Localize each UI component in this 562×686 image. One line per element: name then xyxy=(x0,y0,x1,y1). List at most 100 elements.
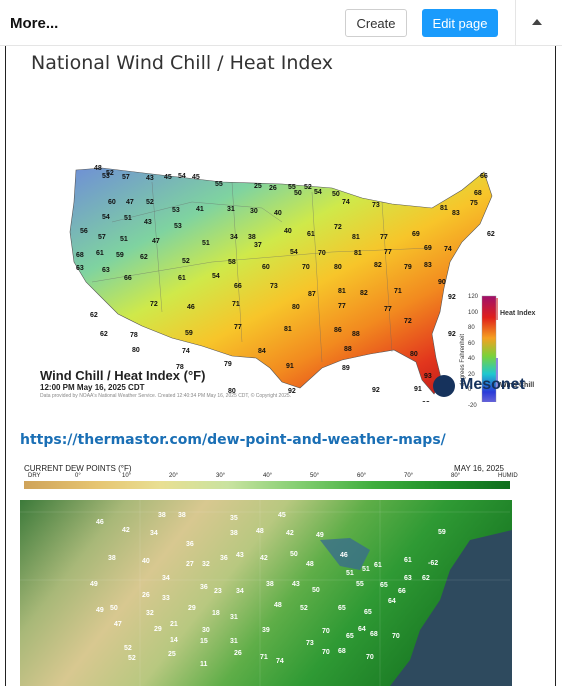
reading-label: 74 xyxy=(444,246,452,253)
reading-label: 61 xyxy=(96,250,104,257)
reading-label: 38 xyxy=(108,555,116,562)
create-button[interactable]: Create xyxy=(345,9,407,37)
reading-label: 55 xyxy=(215,181,223,188)
reading-label: 38 xyxy=(178,512,186,519)
reading-label: 70 xyxy=(302,264,310,271)
reading-label: 70 xyxy=(322,649,330,656)
reading-label: 63 xyxy=(102,267,110,274)
reading-label: 65 xyxy=(338,605,346,612)
reading-label: 78 xyxy=(130,332,138,339)
dew-tick: HUMID xyxy=(498,473,518,479)
reading-label: 52 xyxy=(300,605,308,612)
legend-tick: 0 xyxy=(468,387,472,393)
reading-label: 35 xyxy=(230,515,238,522)
reading-label: 49 xyxy=(96,607,104,614)
reading-label: 34 xyxy=(162,575,170,582)
reading-label: 23 xyxy=(214,588,222,595)
reading-label: 84 xyxy=(258,348,266,355)
reading-label: 66 xyxy=(124,275,132,282)
reading-label: 38 xyxy=(230,530,238,537)
legend-tick: -20 xyxy=(468,402,477,409)
dew-point-title: CURRENT DEW POINTS (°F) xyxy=(24,464,132,473)
dew-tick: 70° xyxy=(404,473,414,479)
legend-tick: 100 xyxy=(468,309,479,316)
reading-label: 75 xyxy=(470,200,478,207)
reading-label: 63 xyxy=(404,575,412,582)
reading-label: 31 xyxy=(230,614,238,621)
reading-label: 52 xyxy=(304,184,312,191)
dew-tick: 10° xyxy=(122,473,132,479)
reading-label: 92 xyxy=(372,387,380,394)
reading-label: 81 xyxy=(354,250,362,257)
reading-label: 77 xyxy=(384,306,392,313)
reading-label: 74 xyxy=(276,658,284,665)
reading-label: 72 xyxy=(150,301,158,308)
dew-tick: 20° xyxy=(169,473,179,479)
reading-label: 48 xyxy=(306,561,314,568)
reading-label: 62 xyxy=(100,331,108,338)
reading-label: 69 xyxy=(424,245,432,252)
reading-label: 34 xyxy=(150,530,158,537)
reading-label: 42 xyxy=(260,555,268,562)
reading-label: 63 xyxy=(76,265,84,272)
reading-label: 62 xyxy=(422,575,430,582)
reading-label: 25 xyxy=(254,183,262,190)
reading-label: 49 xyxy=(316,532,324,539)
reading-label: 61 xyxy=(178,275,186,282)
reading-label: 31 xyxy=(227,206,235,213)
dew-point-readings: 38 38 35 45 46 42 34 36 38 48 42 49 59 38 40 34 27 32 36 43… xyxy=(90,512,446,668)
reading-label: 26 xyxy=(142,592,150,599)
reading-label: 72 xyxy=(404,318,412,325)
reading-label: 15 xyxy=(200,638,208,645)
reading-label: 77 xyxy=(338,303,346,310)
reading-label: 56 xyxy=(80,228,88,235)
reading-label: -62 xyxy=(428,560,438,567)
reading-label: 55 xyxy=(356,581,364,588)
reading-label: 27 xyxy=(186,561,194,568)
edit-page-button[interactable]: Edit page xyxy=(422,9,498,37)
reading-label: 54 xyxy=(212,273,220,280)
thermastor-link[interactable]: https://thermastor.com/dew-point-and-wea… xyxy=(20,432,446,448)
reading-label: 77 xyxy=(234,324,242,331)
reading-label: 80 xyxy=(228,388,236,395)
reading-label: 30 xyxy=(250,208,258,215)
reading-label: 86 xyxy=(334,327,342,334)
reading-label: 90 xyxy=(438,279,446,286)
reading-label: 40 xyxy=(274,210,282,217)
legend-tick: 80 xyxy=(468,325,475,331)
reading-label: 68 xyxy=(338,648,346,655)
reading-label: 80 xyxy=(334,264,342,271)
reading-label: 54 xyxy=(102,214,110,221)
reading-label: 77 xyxy=(384,249,392,256)
reading-label: 66 xyxy=(234,283,242,290)
reading-label: 71 xyxy=(260,654,268,661)
reading-label: 62 xyxy=(487,231,495,238)
dew-tick: 30° xyxy=(216,473,226,479)
mesonet-logo-icon xyxy=(433,375,455,397)
reading-label: 64 xyxy=(358,626,366,633)
reading-label: 48 xyxy=(256,528,264,535)
reading-label: 65 xyxy=(380,582,388,589)
reading-label: 50 xyxy=(332,191,340,198)
reading-label: 81 xyxy=(284,326,292,333)
reading-label: 87 xyxy=(308,291,316,298)
reading-label: 31 xyxy=(230,638,238,645)
reading-label: 46 xyxy=(340,552,348,559)
collapse-caret-icon[interactable] xyxy=(532,19,542,25)
reading-label: 78 xyxy=(176,364,184,371)
reading-label: 61 xyxy=(374,562,382,569)
reading-label: 40 xyxy=(284,228,292,235)
mesonet-brand: Mesonet xyxy=(460,376,525,393)
reading-label: 48 xyxy=(94,165,102,172)
reading-label: 93 xyxy=(424,373,432,380)
reading-label: 65 xyxy=(364,609,372,616)
reading-label: 54 xyxy=(314,189,322,196)
more-menu-label[interactable]: More... xyxy=(10,15,59,32)
dew-point-header: CURRENT DEW POINTS (°F) MAY 16, 2025 DRY… xyxy=(20,464,518,500)
reading-label: 32 xyxy=(146,610,154,617)
reading-label: 62 xyxy=(90,312,98,319)
reading-label: 36 xyxy=(200,584,208,591)
reading-label: 83 xyxy=(452,210,460,217)
reading-label: 54 xyxy=(290,249,298,256)
